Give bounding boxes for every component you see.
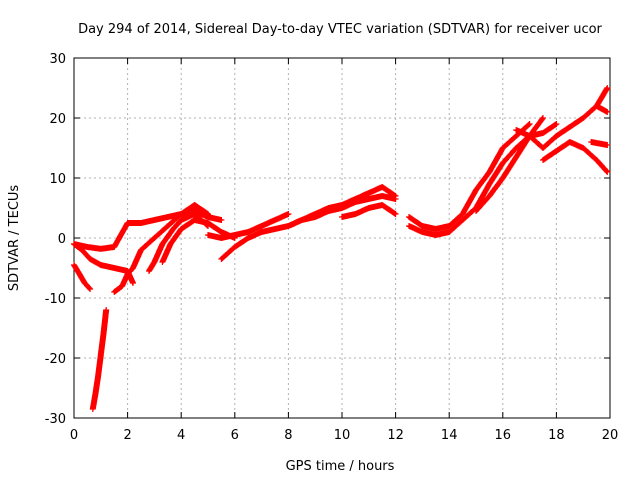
data-points: [71, 85, 611, 412]
point-markers: [588, 139, 611, 148]
y-tick-label: 10: [49, 172, 66, 187]
point-markers: [159, 217, 238, 265]
point-markers: [406, 121, 560, 238]
x-axis-label: GPS time / hours: [286, 459, 395, 474]
point-markers: [205, 211, 292, 241]
y-axis-label: SDTVAR / TECUs: [7, 185, 22, 292]
x-tick-label: 2: [123, 428, 131, 443]
grid: [74, 58, 610, 418]
series-track-l: [406, 121, 533, 232]
series-track-i: [205, 211, 292, 241]
x-tick-label: 16: [495, 428, 512, 443]
y-tick-label: -10: [45, 292, 66, 307]
series-track-j: [285, 184, 399, 229]
series-track-m: [406, 121, 560, 238]
x-tick-label: 12: [387, 428, 404, 443]
point-markers: [89, 307, 110, 412]
point-markers: [218, 193, 399, 262]
chart-title: Day 294 of 2014, Sidereal Day-to-day VTE…: [78, 22, 602, 37]
x-tick-label: 14: [441, 428, 458, 443]
y-tick-label: 30: [49, 52, 66, 67]
x-tick-label: 20: [602, 428, 619, 443]
x-tick-label: 18: [548, 428, 565, 443]
point-markers: [513, 85, 611, 151]
point-markers: [339, 202, 399, 220]
point-markers: [406, 121, 533, 232]
axis-ticks: 0 2 4 6 8 10 12 14 16 18 20 -30 -20 -10 0 10 20 30: [45, 52, 619, 443]
series-track-p: [540, 139, 611, 175]
y-tick-label: 20: [49, 112, 66, 127]
series-track-h: [218, 193, 399, 262]
x-tick-label: 6: [231, 428, 239, 443]
series-track-n: [473, 115, 546, 214]
series-track-c: [71, 262, 94, 292]
x-tick-label: 10: [334, 428, 351, 443]
point-markers: [111, 202, 211, 295]
point-markers: [285, 184, 399, 229]
series-track-o: [513, 85, 611, 151]
series-track-d: [89, 307, 110, 412]
x-tick-label: 4: [177, 428, 185, 443]
series-track-r: [588, 139, 611, 148]
point-markers: [593, 103, 611, 115]
y-tick-label: 0: [58, 232, 66, 247]
x-tick-label: 0: [70, 428, 78, 443]
series-track-e: [111, 202, 211, 295]
point-markers: [473, 115, 546, 214]
point-markers: [540, 139, 611, 175]
point-markers: [71, 262, 94, 292]
y-tick-label: -30: [45, 412, 66, 427]
x-tick-label: 8: [284, 428, 292, 443]
series-track-k: [339, 202, 399, 220]
series-track-g: [159, 217, 238, 265]
series-track-q: [593, 103, 611, 115]
y-tick-label: -20: [45, 352, 66, 367]
